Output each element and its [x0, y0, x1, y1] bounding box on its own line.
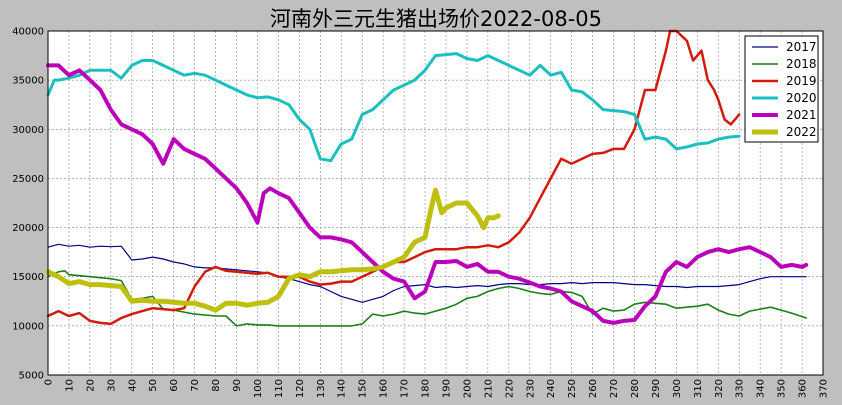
legend-label-2017: 2017 [786, 40, 817, 54]
x-tick-label: 350 [777, 379, 788, 398]
x-tick-label: 210 [483, 379, 494, 398]
x-tick-label: 200 [462, 379, 473, 398]
plot-frame [47, 30, 824, 376]
y-tick-label: 10000 [12, 321, 44, 332]
x-tick-label: 270 [609, 379, 620, 398]
x-tick-label: 230 [525, 379, 536, 398]
x-tick-label: 370 [819, 379, 830, 398]
x-tick-label: 190 [441, 379, 452, 398]
x-tick-label: 10 [64, 379, 75, 392]
x-tick-label: 320 [714, 379, 725, 398]
x-tick-label: 240 [546, 379, 557, 398]
x-tick-label: 300 [672, 379, 683, 398]
x-tick-label: 330 [735, 379, 746, 398]
y-tick-label: 20000 [12, 223, 44, 234]
legend-items: 2017 2018 2019 2020 2021 2022 [752, 40, 817, 139]
legend-label-2018: 2018 [786, 57, 817, 71]
y-tick-label: 5000 [19, 371, 44, 382]
x-tick-label: 260 [588, 379, 599, 398]
x-tick-label: 250 [567, 379, 578, 398]
x-tick-label: 280 [630, 379, 641, 398]
x-tick-label: 170 [400, 379, 411, 398]
y-tick-label: 15000 [12, 272, 44, 283]
x-tick-label: 20 [85, 379, 96, 392]
series-lines [45, 29, 809, 327]
plot-area [47, 30, 824, 376]
x-axis-ticks: 0 10 20 30 40 50 60 70 80 90 100 110 120 130 140 150 160… [44, 379, 830, 398]
series-line-2017 [47, 243, 807, 303]
x-tick-label: 40 [127, 379, 138, 392]
x-tick-label: 70 [190, 379, 201, 392]
series-line-2021 [46, 63, 809, 325]
y-tick-label: 25000 [12, 174, 44, 185]
x-tick-label: 50 [148, 379, 159, 392]
x-tick-label: 90 [232, 379, 243, 392]
x-tick-label: 360 [798, 379, 809, 398]
x-tick-label: 0 [44, 379, 55, 385]
x-tick-label: 120 [295, 379, 306, 398]
x-tick-label: 140 [337, 379, 348, 398]
chart-title: 河南外三元生猪出场价2022-08-05 [270, 7, 602, 31]
y-tick-label: 40000 [12, 27, 44, 38]
y-axis-ticks: 5000 10000 15000 20000 25000 30000 35000 40000 [12, 27, 44, 382]
y-tick-label: 35000 [12, 76, 44, 87]
x-tick-label: 80 [211, 379, 222, 392]
legend-label-2020: 2020 [786, 91, 817, 105]
x-tick-label: 310 [693, 379, 704, 398]
x-tick-label: 290 [651, 379, 662, 398]
y-tick-label: 30000 [12, 125, 44, 136]
x-tick-label: 100 [253, 379, 264, 398]
x-tick-label: 130 [316, 379, 327, 398]
legend-label-2021: 2021 [786, 108, 817, 122]
x-tick-label: 30 [106, 379, 117, 392]
legend: 2017 2018 2019 2020 2021 2022 [744, 35, 819, 143]
series-line-2022 [45, 187, 501, 313]
legend-label-2022: 2022 [786, 125, 817, 139]
x-tick-label: 60 [169, 379, 180, 392]
legend-label-2019: 2019 [786, 74, 817, 88]
x-tick-label: 110 [274, 379, 285, 398]
x-tick-label: 180 [421, 379, 432, 398]
series-line-2020 [46, 52, 741, 163]
x-tick-label: 220 [504, 379, 515, 398]
x-tick-label: 150 [358, 379, 369, 398]
x-tick-label: 340 [756, 379, 767, 398]
x-tick-label: 160 [379, 379, 390, 398]
series-line-2019 [46, 29, 741, 326]
legend-box [744, 35, 819, 143]
